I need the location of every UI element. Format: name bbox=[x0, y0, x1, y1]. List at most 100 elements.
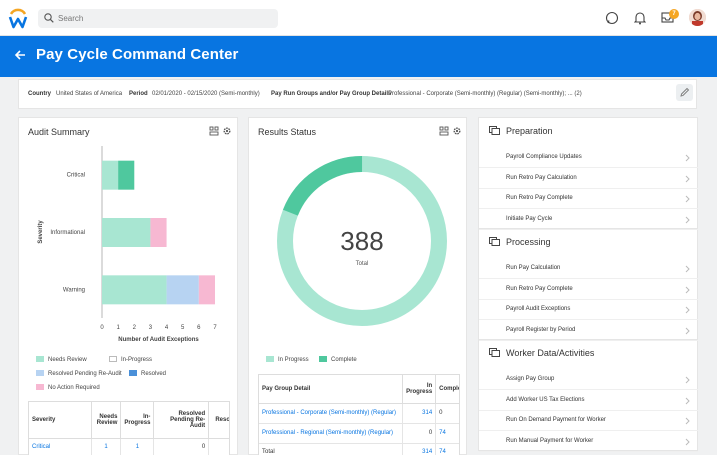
action-item[interactable]: Payroll Compliance Updates bbox=[479, 148, 698, 168]
page-header: Pay Cycle Command Center bbox=[0, 36, 717, 77]
col-header[interactable]: Severity bbox=[29, 402, 92, 439]
chevron-right-icon bbox=[685, 438, 690, 448]
chevron-right-icon bbox=[685, 397, 690, 407]
bar-segment[interactable] bbox=[102, 160, 119, 190]
action-item[interactable]: Payroll Register by Period bbox=[479, 321, 698, 341]
col-header[interactable]: In Progress bbox=[402, 375, 437, 404]
chevron-right-icon bbox=[685, 175, 690, 185]
col-header[interactable]: Pay Group Detail bbox=[259, 375, 404, 404]
audit-table: Severity Needs Review In-Progress Resolv… bbox=[28, 401, 230, 455]
needs-review-cell[interactable]: 1 bbox=[91, 438, 122, 455]
legend-complete[interactable]: Complete bbox=[319, 356, 357, 363]
chevron-right-icon bbox=[685, 306, 690, 316]
period-value[interactable]: 02/01/2020 - 02/15/2020 (Semi-monthly) bbox=[152, 91, 260, 97]
action-item[interactable]: Payroll Audit Exceptions bbox=[479, 300, 698, 320]
x-tick-label: 3 bbox=[149, 325, 153, 331]
action-item[interactable]: Run Retro Pay Complete bbox=[479, 280, 698, 300]
action-item[interactable]: Run Retro Pay Complete bbox=[479, 189, 698, 209]
action-item-label: Run Pay Calculation bbox=[506, 265, 561, 271]
pencil-icon bbox=[680, 87, 690, 97]
action-item-label: Payroll Register by Period bbox=[506, 326, 576, 333]
action-item-label: Initiate Pay Cycle bbox=[506, 215, 553, 222]
col-header[interactable]: Needs Review bbox=[91, 402, 122, 439]
in-progress-cell[interactable]: 314 bbox=[402, 403, 437, 424]
top-bar: 7 bbox=[0, 0, 717, 36]
action-item[interactable]: Run On Demand Payment for Worker bbox=[479, 411, 698, 431]
search-box[interactable] bbox=[38, 9, 278, 28]
x-axis-label: Number of Audit Exceptions bbox=[118, 337, 199, 343]
pay-group-detail-cell[interactable]: Professional - Corporate (Semi-monthly) … bbox=[259, 403, 404, 424]
bar-segment[interactable] bbox=[118, 160, 135, 190]
chevron-right-icon bbox=[685, 286, 690, 296]
in-progress-cell[interactable]: 1 bbox=[120, 438, 155, 455]
in-progress-cell: 0 bbox=[402, 423, 437, 444]
x-tick-label: 1 bbox=[116, 325, 120, 331]
chart-options-icon[interactable] bbox=[209, 126, 219, 138]
legend-item[interactable]: In-Progress bbox=[109, 356, 152, 363]
bar-segment[interactable] bbox=[102, 218, 151, 247]
search-icon bbox=[44, 13, 54, 25]
chart-options-icon[interactable] bbox=[439, 126, 449, 138]
legend-swatch bbox=[129, 370, 137, 376]
action-item-label: Assign Pay Group bbox=[506, 376, 555, 382]
resolved-pending-cell: 0 bbox=[153, 438, 210, 455]
gear-icon[interactable] bbox=[222, 126, 232, 138]
chat-icon[interactable] bbox=[605, 11, 619, 27]
pay-groups-value[interactable]: Professional - Corporate (Semi-monthly) … bbox=[388, 91, 582, 97]
severity-cell[interactable]: Critical bbox=[29, 438, 92, 455]
action-item[interactable]: Run Retro Pay Calculation bbox=[479, 169, 698, 189]
back-arrow-icon[interactable] bbox=[14, 49, 26, 63]
complete-cell[interactable]: 74 bbox=[435, 423, 459, 444]
bar-segment[interactable] bbox=[150, 218, 167, 247]
bar-segment[interactable] bbox=[102, 275, 167, 305]
edit-filters-button[interactable] bbox=[676, 84, 693, 101]
col-header[interactable]: In-Progress bbox=[120, 402, 155, 439]
section-cards-icon bbox=[489, 348, 500, 359]
x-tick-label: 6 bbox=[197, 325, 201, 331]
legend-item[interactable]: Needs Review bbox=[36, 356, 87, 363]
chevron-right-icon bbox=[685, 417, 690, 427]
legend-in-progress[interactable]: In Progress bbox=[266, 356, 309, 363]
chevron-right-icon bbox=[685, 265, 690, 275]
action-item[interactable]: Add Worker US Tax Elections bbox=[479, 391, 698, 411]
avatar[interactable] bbox=[689, 9, 706, 26]
bell-icon[interactable] bbox=[633, 11, 647, 27]
pay-group-detail-cell[interactable]: Professional - Regional (Semi-monthly) (… bbox=[259, 423, 404, 444]
audit-summary-panel: Audit Summary Critical Informational Warni… bbox=[18, 117, 238, 455]
total-value: 388 bbox=[340, 226, 383, 256]
audit-summary-chart: Critical Informational Warning 0 1 2 3 4 5 6 7 Numb… bbox=[38, 146, 217, 343]
col-header[interactable]: Resolved Pending Re-Audit bbox=[153, 402, 210, 439]
section-divider bbox=[479, 339, 698, 340]
table-row: Total 314 74 bbox=[259, 443, 459, 455]
action-item-label: Payroll Compliance Updates bbox=[506, 154, 582, 160]
action-item[interactable]: Assign Pay Group bbox=[479, 370, 698, 390]
audit-summary-title: Audit Summary bbox=[28, 127, 90, 137]
bar-segment[interactable] bbox=[198, 275, 215, 305]
action-item[interactable]: Run Manual Payment for Worker bbox=[479, 432, 698, 452]
search-input[interactable] bbox=[58, 12, 268, 25]
legend-label: Resolved bbox=[141, 371, 167, 377]
legend-label: Resolved Pending Re-Audit bbox=[48, 371, 122, 377]
in-progress-total-cell[interactable]: 314 bbox=[402, 443, 437, 455]
workday-logo-icon[interactable] bbox=[8, 8, 28, 30]
legend-swatch bbox=[36, 384, 44, 390]
legend-swatch bbox=[36, 370, 44, 376]
legend-item[interactable]: No Action Required bbox=[36, 384, 100, 391]
chevron-right-icon bbox=[685, 195, 690, 205]
gear-icon[interactable] bbox=[452, 126, 462, 138]
chevron-right-icon bbox=[685, 216, 690, 226]
legend-swatch bbox=[109, 356, 117, 362]
bar-segment[interactable] bbox=[166, 275, 199, 305]
col-header[interactable]: Resolv bbox=[208, 402, 229, 439]
legend-item[interactable]: Resolved Pending Re-Audit bbox=[36, 370, 122, 377]
page-title: Pay Cycle Command Center bbox=[36, 46, 239, 63]
total-label: Total bbox=[356, 261, 369, 267]
country-value[interactable]: United States of America bbox=[56, 91, 123, 97]
x-tick-label: 0 bbox=[100, 325, 104, 331]
donut-complete[interactable] bbox=[262, 143, 462, 341]
col-header[interactable]: Complete bbox=[435, 375, 459, 404]
action-item[interactable]: Run Pay Calculation bbox=[479, 259, 698, 279]
complete-total-cell[interactable]: 74 bbox=[435, 443, 459, 455]
action-item[interactable]: Initiate Pay Cycle bbox=[479, 210, 698, 230]
legend-item[interactable]: Resolved bbox=[129, 370, 166, 377]
